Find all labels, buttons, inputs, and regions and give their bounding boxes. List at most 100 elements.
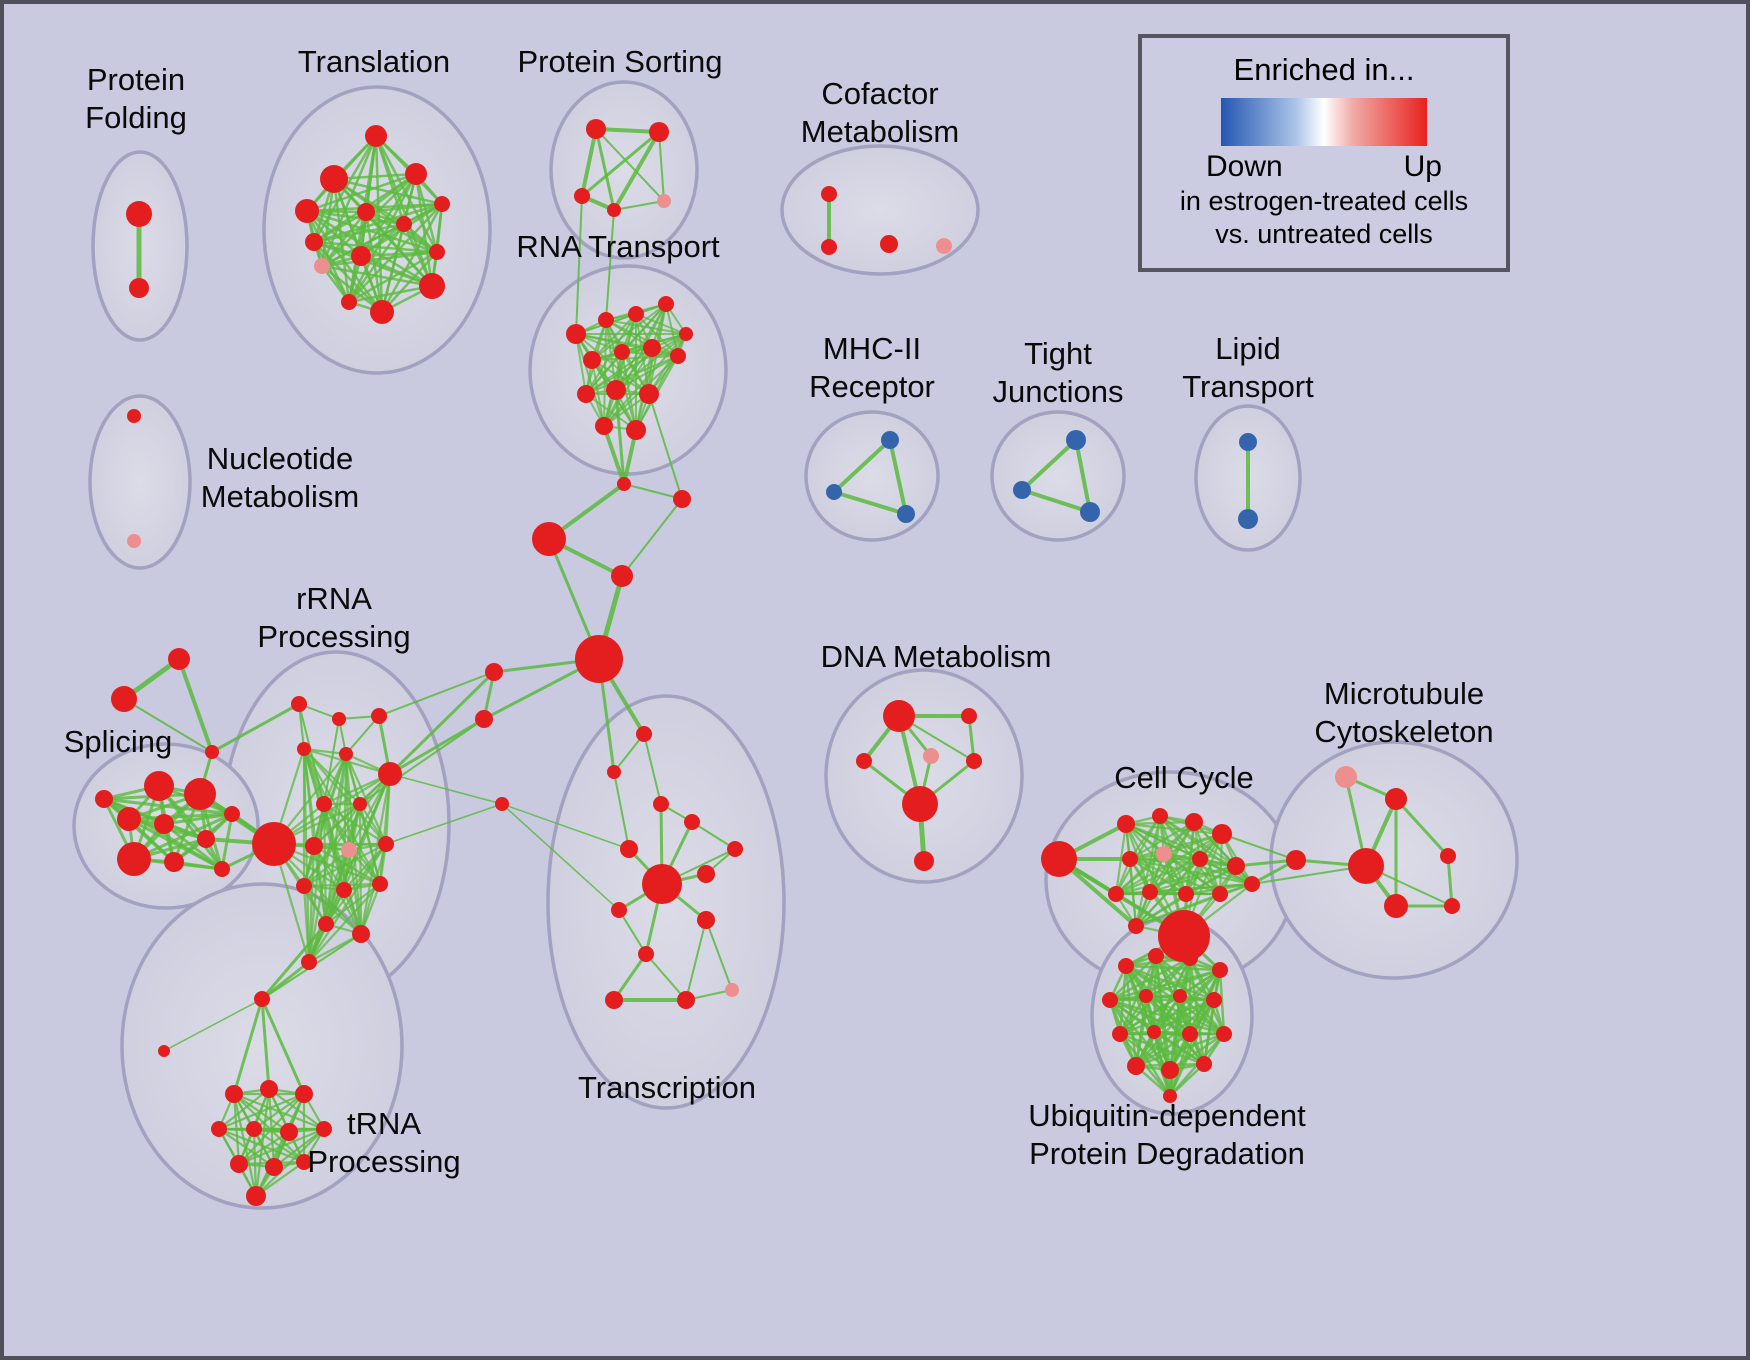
node-nm1[interactable] — [127, 409, 141, 423]
node-rr6[interactable] — [378, 762, 402, 786]
node-mt1[interactable] — [1335, 766, 1357, 788]
node-rt2[interactable] — [598, 312, 614, 328]
node-ub5[interactable] — [1102, 992, 1118, 1008]
node-tn0[interactable] — [254, 991, 270, 1007]
node-tx14[interactable] — [727, 841, 743, 857]
node-ub4[interactable] — [1212, 962, 1228, 978]
node-cy3[interactable] — [1152, 808, 1168, 824]
node-rr4[interactable] — [297, 742, 311, 756]
node-cy5[interactable] — [1212, 824, 1232, 844]
node-ub9[interactable] — [1112, 1026, 1128, 1042]
node-dm4[interactable] — [923, 748, 939, 764]
node-tn4[interactable] — [211, 1121, 227, 1137]
node-mh3[interactable] — [897, 505, 915, 523]
node-tn10[interactable] — [296, 1154, 312, 1170]
node-tr3[interactable] — [405, 163, 427, 185]
node-ps5[interactable] — [657, 194, 671, 208]
node-rr14[interactable] — [336, 882, 352, 898]
node-nm2[interactable] — [127, 534, 141, 548]
node-cy10[interactable] — [1108, 886, 1124, 902]
node-dm7[interactable] — [914, 851, 934, 871]
node-lc1[interactable] — [485, 663, 503, 681]
node-cy9[interactable] — [1227, 857, 1245, 875]
node-cc3[interactable] — [532, 522, 566, 556]
node-tr2[interactable] — [320, 165, 348, 193]
node-rt12[interactable] — [639, 384, 659, 404]
node-rt11[interactable] — [606, 380, 626, 400]
node-tr9[interactable] — [351, 246, 371, 266]
node-ub11[interactable] — [1182, 1026, 1198, 1042]
node-sp10[interactable] — [214, 861, 230, 877]
node-mt2[interactable] — [1385, 788, 1407, 810]
node-sp4[interactable] — [154, 814, 174, 834]
node-lc3[interactable] — [495, 797, 509, 811]
node-rr10[interactable] — [305, 837, 323, 855]
node-tn5[interactable] — [246, 1121, 262, 1137]
node-cf3[interactable] — [880, 235, 898, 253]
node-tx3[interactable] — [653, 796, 669, 812]
node-dm2[interactable] — [961, 708, 977, 724]
node-tx2[interactable] — [607, 765, 621, 779]
node-pf1[interactable] — [126, 201, 152, 227]
node-tr6[interactable] — [396, 216, 412, 232]
node-cy6[interactable] — [1122, 851, 1138, 867]
node-mt3[interactable] — [1286, 850, 1306, 870]
node-ps4[interactable] — [607, 203, 621, 217]
node-tx12[interactable] — [677, 991, 695, 1009]
node-tr14[interactable] — [341, 294, 357, 310]
node-tn2[interactable] — [260, 1080, 278, 1098]
node-tx4[interactable] — [684, 814, 700, 830]
node-tr1[interactable] — [365, 125, 387, 147]
node-rt6[interactable] — [583, 351, 601, 369]
node-ub1[interactable] — [1118, 958, 1134, 974]
node-ub7[interactable] — [1173, 989, 1187, 1003]
node-rr8[interactable] — [316, 796, 332, 812]
node-tn8[interactable] — [230, 1155, 248, 1173]
node-mt5[interactable] — [1440, 848, 1456, 864]
node-cy7[interactable] — [1156, 846, 1172, 862]
node-rt3[interactable] — [628, 306, 644, 322]
node-tj2[interactable] — [1013, 481, 1031, 499]
node-ub10[interactable] — [1147, 1025, 1161, 1039]
node-ub12[interactable] — [1216, 1026, 1232, 1042]
node-ps1[interactable] — [586, 119, 606, 139]
node-tr4[interactable] — [295, 199, 319, 223]
node-tn12[interactable] — [158, 1045, 170, 1057]
node-rt14[interactable] — [626, 420, 646, 440]
node-tn7[interactable] — [316, 1121, 332, 1137]
node-cy8[interactable] — [1192, 851, 1208, 867]
node-dm1[interactable] — [883, 700, 915, 732]
node-tr8[interactable] — [314, 258, 330, 274]
node-cc2[interactable] — [673, 490, 691, 508]
node-mt4[interactable] — [1348, 848, 1384, 884]
node-ub2[interactable] — [1148, 948, 1164, 964]
node-tr11[interactable] — [305, 233, 323, 251]
node-rt9[interactable] — [670, 348, 686, 364]
node-dm3[interactable] — [856, 753, 872, 769]
node-cy15[interactable] — [1158, 910, 1210, 962]
node-cc4[interactable] — [611, 565, 633, 587]
node-cf2[interactable] — [821, 239, 837, 255]
node-mt7[interactable] — [1444, 898, 1460, 914]
node-mt6[interactable] — [1384, 894, 1408, 918]
node-cy16[interactable] — [1128, 918, 1144, 934]
node-rt8[interactable] — [643, 339, 661, 357]
node-tn6[interactable] — [280, 1123, 298, 1141]
node-st1[interactable] — [168, 648, 190, 670]
node-rr1[interactable] — [291, 696, 307, 712]
node-sp7[interactable] — [197, 830, 215, 848]
node-mh2[interactable] — [826, 484, 842, 500]
node-lt2[interactable] — [1238, 509, 1258, 529]
node-lt1[interactable] — [1239, 433, 1257, 451]
node-rt10[interactable] — [577, 385, 595, 403]
node-sp6[interactable] — [164, 852, 184, 872]
node-cy12[interactable] — [1178, 886, 1194, 902]
node-rr9[interactable] — [353, 797, 367, 811]
node-st2[interactable] — [111, 686, 137, 712]
node-tx11[interactable] — [605, 991, 623, 1009]
node-rr12[interactable] — [378, 836, 394, 852]
node-cy1[interactable] — [1041, 841, 1077, 877]
node-ub15[interactable] — [1196, 1056, 1212, 1072]
node-rt5[interactable] — [679, 327, 693, 341]
node-rr15[interactable] — [372, 876, 388, 892]
